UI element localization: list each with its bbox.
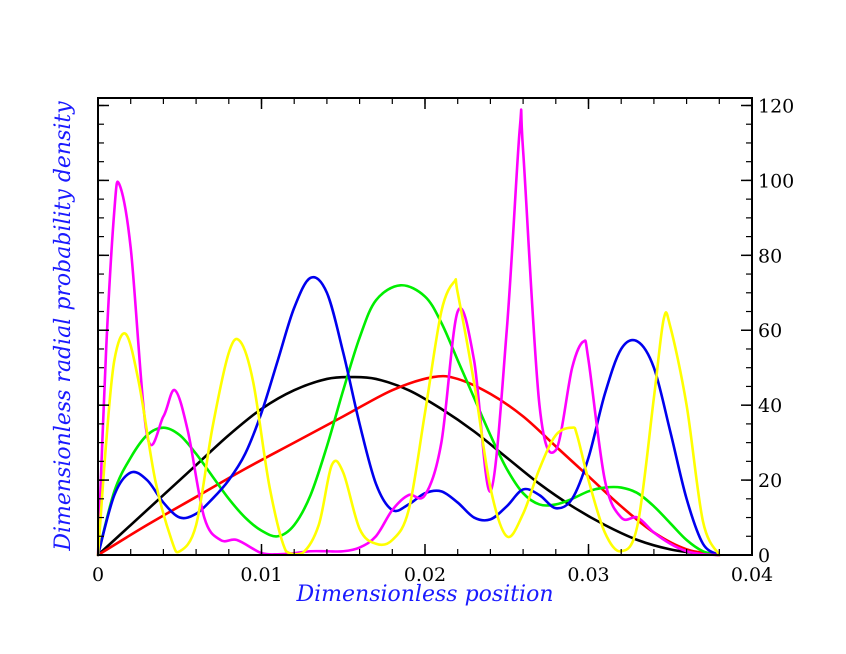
- series-line-black: [96, 375, 721, 557]
- x-axis-title: Dimensionless position: [295, 582, 553, 607]
- y-tick-label: 80: [758, 245, 782, 267]
- y-tick-label: 0: [758, 545, 770, 567]
- series-line-red: [96, 374, 721, 557]
- x-tick-label: 0: [92, 564, 104, 586]
- y-tick-label: 40: [758, 395, 782, 417]
- x-tick-label: 0.04: [731, 564, 773, 586]
- y-axis-title: Dimensionless radial probability density: [51, 101, 76, 552]
- x-tick-label: 0.02: [404, 564, 446, 586]
- y-tick-label: 120: [758, 95, 794, 117]
- x-tick-label: 0.03: [567, 564, 609, 586]
- y-tick-label: 60: [758, 320, 782, 342]
- series-line-green: [96, 283, 721, 557]
- series-line-yellow: [96, 277, 721, 557]
- y-tick-label: 20: [758, 470, 782, 492]
- series-line-magenta: [96, 108, 721, 557]
- series-layer: [96, 108, 721, 557]
- plot-frame: [97, 97, 753, 556]
- y-tick-label: 100: [758, 170, 794, 192]
- x-tick-label: 0.01: [240, 564, 282, 586]
